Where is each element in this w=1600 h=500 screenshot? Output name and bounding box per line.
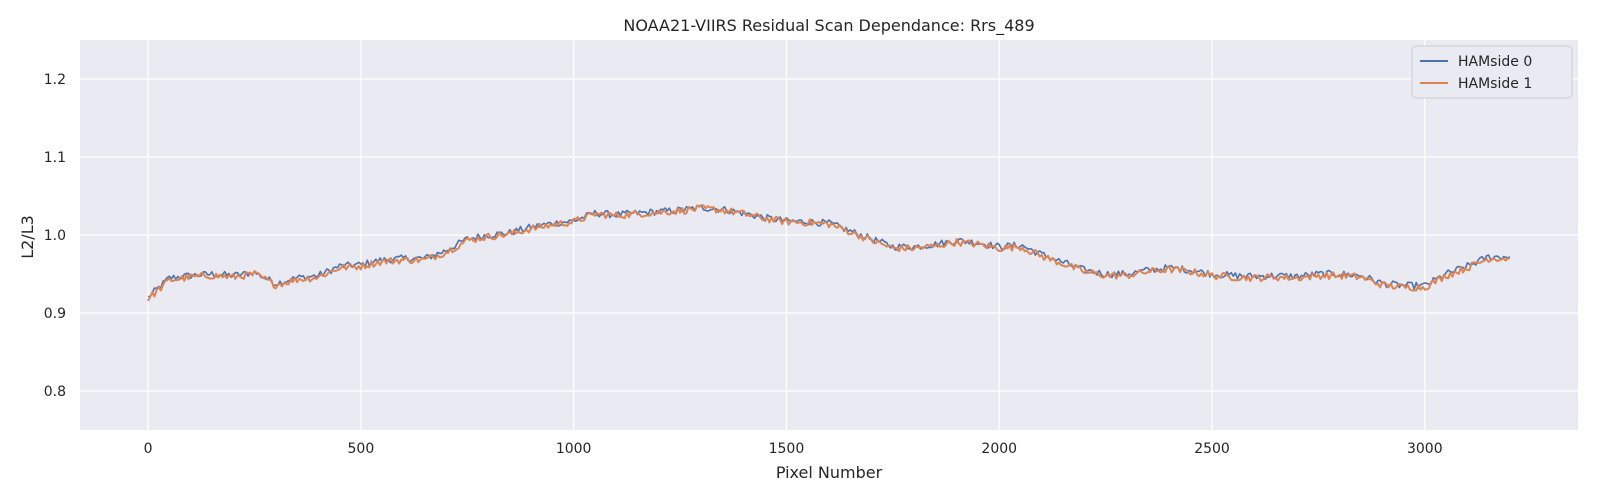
x-tick-label: 3000	[1407, 441, 1443, 457]
series-line-2	[147, 204, 1510, 302]
y-tick-labels: 0.8 0.9 1.0 1.1 1.2	[44, 72, 66, 400]
series-line-1	[147, 204, 1511, 298]
y-tick-label: 0.9	[44, 306, 66, 322]
x-tick-label: 0	[144, 441, 153, 457]
x-axis-label: Pixel Number	[776, 463, 883, 482]
y-tick-label: 0.8	[44, 384, 66, 400]
y-axis-label: L2/L3	[18, 215, 37, 259]
series-layer	[147, 204, 1511, 302]
x-tick-label: 1500	[769, 441, 805, 457]
x-tick-label: 500	[348, 441, 375, 457]
x-tick-label: 2000	[981, 441, 1017, 457]
x-tick-label: 2500	[1194, 441, 1230, 457]
legend: HAMside 0 HAMside 1	[1411, 45, 1573, 99]
x-tick-labels: 0 500 1000 1500 2000 2500 3000	[144, 441, 1443, 457]
y-tick-label: 1.0	[44, 228, 66, 244]
legend-box	[1411, 45, 1573, 99]
chart-title: NOAA21-VIIRS Residual Scan Dependance: R…	[623, 16, 1034, 36]
legend-label: HAMside 0	[1458, 54, 1532, 70]
grid-lines	[80, 40, 1578, 430]
y-tick-label: 1.2	[44, 72, 66, 88]
legend-label: HAMside 1	[1458, 76, 1532, 92]
x-tick-label: 1000	[556, 441, 592, 457]
y-tick-label: 1.1	[44, 150, 66, 166]
